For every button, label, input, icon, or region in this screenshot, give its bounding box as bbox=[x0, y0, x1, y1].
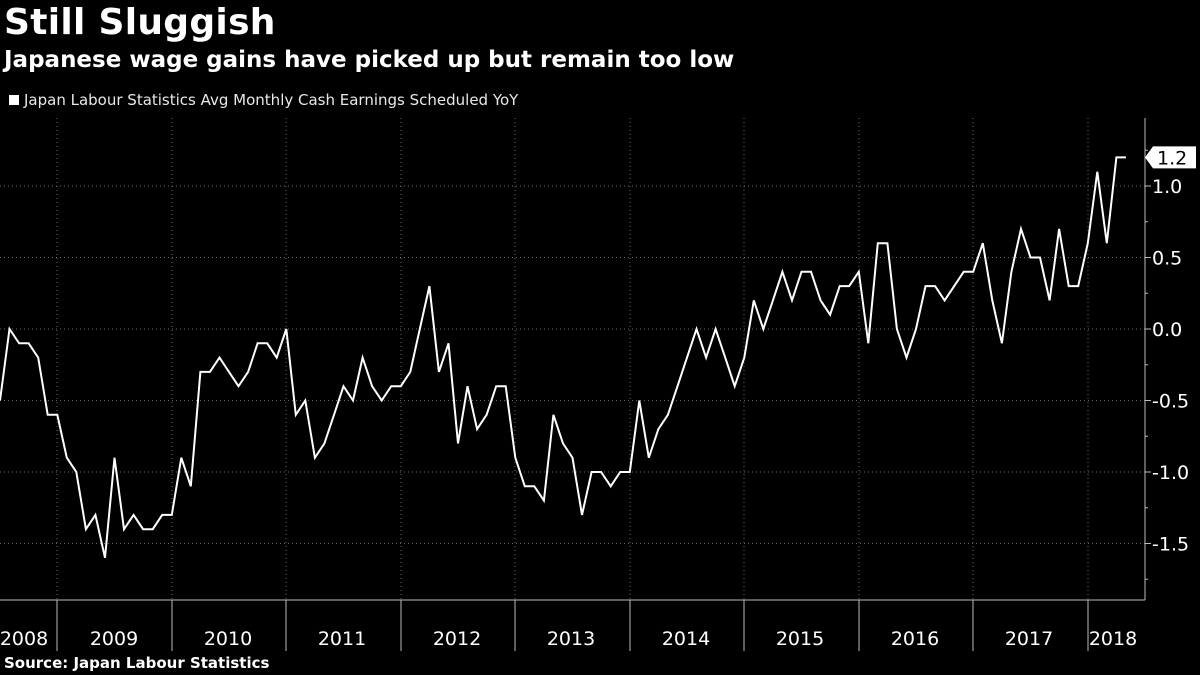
chart-subtitle: Japanese wage gains have picked up but r… bbox=[4, 47, 735, 73]
last-value-label: 1.2 bbox=[1157, 147, 1187, 169]
y-tick-label: -1.5 bbox=[1152, 534, 1189, 556]
x-tick-label: 2012 bbox=[433, 628, 481, 650]
x-tick-label: 2011 bbox=[318, 628, 366, 650]
x-tick-label: 2008 bbox=[0, 628, 48, 650]
x-tick-label: 2010 bbox=[204, 628, 252, 650]
y-tick-label: 0.5 bbox=[1152, 248, 1182, 270]
source-note: Source: Japan Labour Statistics bbox=[4, 654, 270, 672]
y-tick-label: -1.0 bbox=[1152, 462, 1189, 484]
x-tick-label: 2015 bbox=[776, 628, 824, 650]
legend-swatch bbox=[9, 95, 19, 105]
legend: Japan Labour Statistics Avg Monthly Cash… bbox=[9, 90, 518, 110]
y-tick-label: 1.0 bbox=[1152, 176, 1182, 198]
x-tick-label: 2009 bbox=[90, 628, 138, 650]
legend-label: Japan Labour Statistics Avg Monthly Cash… bbox=[24, 91, 519, 109]
x-tick-label: 2018 bbox=[1089, 628, 1137, 650]
y-tick-label: -0.5 bbox=[1152, 391, 1189, 413]
last-value-flag bbox=[1145, 146, 1196, 169]
series-line bbox=[0, 156, 1126, 559]
y-tick-label: 0.0 bbox=[1152, 319, 1182, 341]
x-tick-label: 2013 bbox=[547, 628, 595, 650]
x-tick-label: 2017 bbox=[1005, 628, 1053, 650]
x-tick-label: 2014 bbox=[662, 628, 710, 650]
x-tick-label: 2016 bbox=[891, 628, 939, 650]
chart-title: Still Sluggish bbox=[4, 2, 276, 43]
